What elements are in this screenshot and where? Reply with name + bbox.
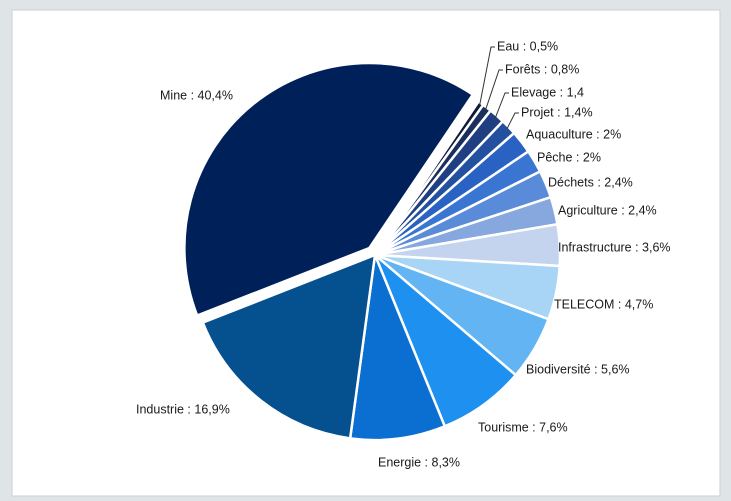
- slice-label: Aquaculture : 2%: [526, 127, 621, 141]
- leader-line: [506, 112, 519, 129]
- slice-label: Agriculture : 2,4%: [558, 203, 657, 217]
- slice-label: Infrastructure : 3,6%: [558, 240, 671, 254]
- slice-label: Déchets : 2,4%: [548, 175, 633, 189]
- slice-label: TELECOM : 4,7%: [554, 297, 653, 311]
- pie-slice: [201, 253, 377, 440]
- slice-label: Industrie : 16,9%: [136, 402, 230, 416]
- leader-line: [485, 69, 503, 110]
- leader-line: [479, 46, 495, 106]
- slice-label: Eau : 0,5%: [497, 39, 558, 53]
- slice-label: Pêche : 2%: [537, 150, 601, 164]
- pie-slice: [183, 61, 475, 318]
- slice-label: Elevage : 1,4: [511, 85, 584, 99]
- slice-label: Forêts : 0,8%: [505, 62, 579, 76]
- slice-label: Mine : 40,4%: [160, 88, 233, 102]
- slice-label: Tourisme : 7,6%: [478, 420, 568, 434]
- slice-label: Energie : 8,3%: [378, 455, 460, 469]
- pie-slice: [348, 250, 447, 442]
- leader-line: [495, 92, 509, 118]
- slice-label: Biodiversité : 5,6%: [526, 362, 630, 376]
- slice-label: Projet : 1,4%: [521, 105, 593, 119]
